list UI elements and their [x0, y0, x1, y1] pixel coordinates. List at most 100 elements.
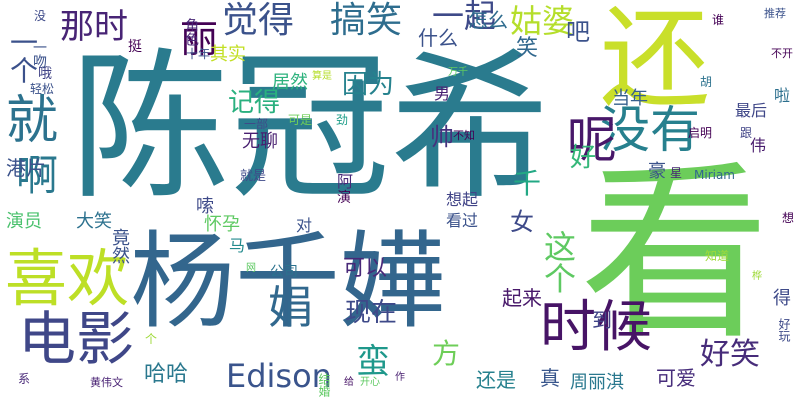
- cloud-word: 杨千嬅: [130, 221, 446, 343]
- cloud-word: 想起: [446, 190, 479, 209]
- cloud-word: 网: [246, 263, 256, 274]
- cloud-word: 公司: [270, 264, 298, 280]
- cloud-word: 没: [34, 9, 47, 23]
- cloud-word: 十年: [186, 47, 211, 61]
- cloud-word: 还是: [476, 368, 516, 392]
- cloud-word: 胡: [700, 75, 713, 89]
- cloud-word: 启明: [688, 126, 713, 140]
- cloud-word: 帅: [430, 123, 454, 151]
- cloud-word: 起来: [502, 286, 542, 310]
- cloud-word: 搞笑: [330, 0, 403, 41]
- cloud-word: 知道: [705, 249, 730, 263]
- cloud-word: 看过: [446, 211, 479, 230]
- cloud-word: 方: [432, 337, 461, 370]
- cloud-word: 一个: [6, 28, 39, 84]
- cloud-word: 一吻: [31, 40, 47, 68]
- cloud-word: 电影: [18, 305, 135, 373]
- cloud-word: 竟然: [109, 228, 130, 264]
- cloud-word: 好笑: [700, 337, 760, 372]
- cloud-word: 谁: [712, 13, 725, 27]
- cloud-word: 推荐: [764, 7, 786, 20]
- cloud-word: 得: [773, 288, 791, 309]
- cloud-word: 万千: [448, 67, 468, 78]
- cloud-word: 港片: [6, 156, 46, 180]
- cloud-word: 马: [229, 236, 246, 255]
- cloud-word: 那时: [60, 7, 128, 47]
- cloud-word: 可是: [288, 113, 313, 127]
- cloud-word: 个: [145, 332, 158, 346]
- cloud-word: 就是: [240, 169, 267, 184]
- cloud-word: 无聊: [242, 131, 278, 152]
- cloud-word: 啊: [16, 151, 59, 200]
- cloud-word: 蛮: [356, 342, 390, 382]
- cloud-word: 呢: [567, 111, 617, 169]
- cloud-word: Edison: [226, 357, 332, 395]
- cloud-word: 可爱: [656, 366, 696, 390]
- cloud-word: 什么: [418, 26, 458, 50]
- cloud-word: 娟: [268, 281, 314, 334]
- cloud-word: 一起: [432, 0, 497, 35]
- cloud-word: 嗦: [196, 196, 214, 217]
- cloud-word: 系: [18, 372, 31, 386]
- cloud-word: 看: [580, 144, 771, 365]
- cloud-word: 这个: [539, 230, 577, 294]
- cloud-word: 因为: [342, 70, 395, 100]
- cloud-word: 劲: [336, 113, 349, 127]
- cloud-word: 千: [513, 167, 542, 200]
- cloud-word: 给: [344, 377, 354, 388]
- cloud-word: 周丽淇: [570, 372, 624, 393]
- cloud-word: 星: [670, 166, 683, 180]
- cloud-word: 姑婆: [510, 2, 575, 40]
- cloud-word: 到: [592, 308, 612, 332]
- cloud-word: 啦: [774, 86, 791, 105]
- cloud-word: 演: [337, 190, 351, 206]
- cloud-word: 想: [782, 211, 795, 225]
- cloud-word: 笑: [516, 36, 539, 61]
- cloud-word: 觉得: [222, 0, 295, 41]
- cloud-word: 当年: [612, 88, 648, 109]
- cloud-word: 演员: [6, 211, 42, 232]
- cloud-word: 喜欢: [5, 242, 130, 315]
- cloud-word: 记得: [228, 88, 281, 118]
- cloud-word: 时候: [540, 295, 652, 360]
- cloud-word: 黄伟文: [90, 376, 123, 389]
- cloud-word: 不知: [453, 129, 475, 142]
- cloud-word: 怎么: [468, 8, 508, 32]
- cloud-word: 大笑: [76, 211, 112, 232]
- cloud-word: 其实: [210, 44, 246, 65]
- cloud-word: 丽: [180, 17, 219, 61]
- cloud-word: 哦: [38, 66, 52, 82]
- cloud-word: 对: [296, 216, 313, 235]
- cloud-word: 挺: [128, 39, 142, 55]
- cloud-word: 陈冠希: [70, 34, 551, 221]
- cloud-word: 现在: [345, 298, 398, 328]
- cloud-word: 可以: [343, 256, 388, 281]
- cloud-word: 不开: [771, 47, 793, 60]
- cloud-word: 还: [600, 0, 710, 123]
- cloud-word: 哈哈: [144, 362, 189, 387]
- cloud-word: 桦: [752, 271, 762, 282]
- cloud-word: 算是: [312, 71, 332, 82]
- cloud-word: 角色: [183, 18, 199, 46]
- cloud-word: 吧: [566, 18, 590, 46]
- cloud-word: 好玩: [777, 318, 791, 342]
- cloud-word: 豪: [648, 161, 666, 182]
- cloud-word: 怀孕: [204, 214, 240, 235]
- cloud-word: 阿: [337, 172, 354, 191]
- cloud-word: 好: [570, 143, 597, 173]
- cloud-word: 女: [510, 208, 534, 236]
- cloud-word: Miriam: [694, 168, 735, 182]
- cloud-word: 开心: [360, 377, 380, 388]
- cloud-word: 跟: [740, 126, 753, 140]
- cloud-word: 居然: [272, 72, 308, 93]
- cloud-word: 男: [434, 84, 451, 103]
- cloud-word: 伟: [750, 136, 767, 155]
- cloud-word: 结婚: [317, 373, 331, 397]
- cloud-word: 没有: [600, 101, 700, 159]
- cloud-word: 轻松: [30, 82, 55, 96]
- cloud-word: 最后: [735, 101, 768, 120]
- cloud-word: 一部: [244, 117, 269, 131]
- cloud-word: 真: [540, 366, 560, 390]
- cloud-word: 就: [6, 91, 59, 151]
